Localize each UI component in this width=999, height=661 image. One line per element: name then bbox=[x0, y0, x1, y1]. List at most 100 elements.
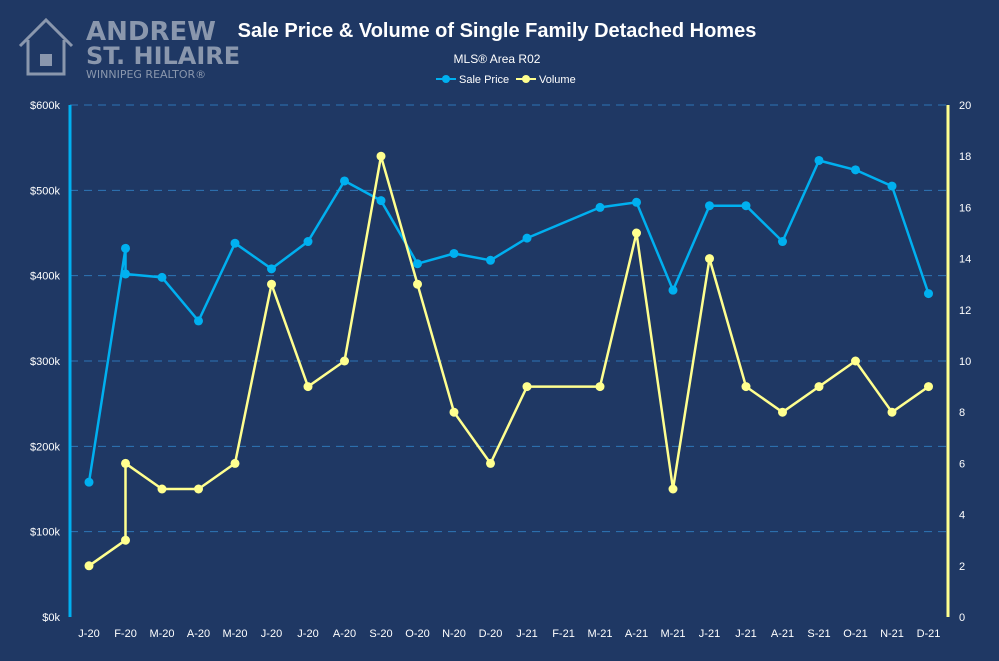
chart-subtitle: MLS® Area R02 bbox=[454, 52, 541, 66]
legend-item-volume: Volume bbox=[516, 74, 576, 86]
x-tick-label: D-21 bbox=[917, 628, 941, 640]
x-tick-label: O-20 bbox=[405, 628, 429, 640]
series-volume bbox=[84, 151, 933, 571]
data-point bbox=[924, 382, 933, 392]
data-point bbox=[194, 484, 203, 494]
x-tick-label: A-20 bbox=[187, 628, 210, 640]
data-point bbox=[121, 269, 130, 279]
x-tick-label: S-20 bbox=[369, 628, 392, 640]
series bbox=[84, 151, 933, 571]
x-tick-label: M-21 bbox=[660, 628, 685, 640]
data-point bbox=[486, 458, 495, 468]
y-right-tick-label: 12 bbox=[959, 305, 971, 317]
x-tick-label: J-20 bbox=[297, 628, 318, 640]
data-point bbox=[267, 279, 276, 289]
data-point bbox=[814, 382, 824, 392]
data-point bbox=[376, 196, 386, 206]
data-point bbox=[741, 382, 751, 392]
data-point bbox=[449, 407, 459, 417]
data-point bbox=[778, 237, 787, 247]
x-tick-label: J-21 bbox=[699, 628, 720, 640]
data-point bbox=[121, 243, 130, 253]
data-point bbox=[595, 202, 605, 212]
series-line bbox=[87, 159, 930, 483]
x-tick-label: F-20 bbox=[114, 628, 137, 640]
y-left-tick-label: $200k bbox=[30, 441, 60, 453]
data-point bbox=[340, 176, 349, 186]
legend: Sale Price Volume bbox=[436, 74, 576, 86]
y-right-tick-label: 14 bbox=[959, 254, 971, 266]
data-point bbox=[705, 201, 714, 211]
y-left-tick-label: $0k bbox=[42, 612, 60, 624]
data-point bbox=[814, 155, 824, 165]
data-point bbox=[741, 201, 751, 211]
data-point bbox=[413, 259, 422, 269]
data-point bbox=[887, 407, 897, 417]
x-tick-label: J-20 bbox=[78, 628, 99, 640]
x-tick-label: M-20 bbox=[149, 628, 174, 640]
legend-swatch-sale-price-marker bbox=[442, 75, 450, 83]
logo: ANDREW ST. HILAIRE WINNIPEG REALTOR® bbox=[18, 17, 240, 81]
data-point bbox=[413, 279, 422, 289]
house-icon bbox=[18, 17, 74, 76]
y-right-tick-label: 10 bbox=[959, 356, 971, 368]
data-point bbox=[303, 237, 313, 247]
data-point bbox=[267, 264, 276, 274]
data-point bbox=[851, 165, 860, 175]
data-point bbox=[486, 255, 495, 265]
series-sale-price bbox=[84, 155, 933, 487]
x-tick-label: M-21 bbox=[587, 628, 612, 640]
y-right-tick-label: 4 bbox=[959, 510, 965, 522]
legend-label-sale-price: Sale Price bbox=[459, 74, 509, 86]
series-line bbox=[88, 154, 930, 567]
x-tick-label: A-21 bbox=[771, 628, 794, 640]
data-point bbox=[194, 316, 203, 326]
x-tick-label: N-21 bbox=[880, 628, 904, 640]
x-tick-label: F-21 bbox=[552, 628, 575, 640]
data-point bbox=[121, 535, 130, 545]
data-point bbox=[376, 151, 386, 161]
data-point bbox=[230, 238, 240, 248]
data-point bbox=[157, 272, 167, 282]
logo-line-1: ANDREW bbox=[86, 17, 216, 47]
data-point bbox=[84, 477, 94, 487]
data-point bbox=[230, 458, 240, 468]
data-point bbox=[522, 233, 532, 243]
data-point bbox=[668, 285, 678, 295]
data-point bbox=[449, 248, 459, 258]
data-point bbox=[84, 561, 94, 571]
gridlines bbox=[70, 104, 948, 533]
x-tick-label: D-20 bbox=[479, 628, 503, 640]
data-point bbox=[632, 197, 641, 207]
data-point bbox=[121, 458, 130, 468]
data-point bbox=[705, 254, 714, 264]
y-right-tick-label: 20 bbox=[959, 100, 971, 112]
logo-line-2: ST. HILAIRE bbox=[86, 42, 240, 70]
x-tick-label: M-20 bbox=[222, 628, 247, 640]
x-tick-label: J-21 bbox=[735, 628, 756, 640]
y-left-tick-label: $100k bbox=[30, 527, 60, 539]
data-point bbox=[595, 382, 605, 392]
x-tick-label: J-20 bbox=[261, 628, 282, 640]
legend-item-sale-price: Sale Price bbox=[436, 74, 509, 86]
logo-line-3: WINNIPEG REALTOR® bbox=[86, 68, 206, 81]
data-point bbox=[924, 289, 933, 299]
data-point bbox=[157, 484, 167, 494]
y-left-tick-label: $500k bbox=[30, 185, 60, 197]
y-right-tick-label: 18 bbox=[959, 151, 971, 163]
legend-label-volume: Volume bbox=[539, 74, 576, 86]
data-point bbox=[303, 382, 313, 392]
data-point bbox=[778, 407, 787, 417]
data-point bbox=[632, 228, 641, 238]
x-tick-label: J-21 bbox=[516, 628, 537, 640]
chart-title: Sale Price & Volume of Single Family Det… bbox=[238, 20, 757, 42]
x-tick-label: N-20 bbox=[442, 628, 466, 640]
y-right-tick-label: 0 bbox=[959, 612, 965, 624]
y-right-tick-label: 8 bbox=[959, 407, 965, 419]
x-tick-label: O-21 bbox=[843, 628, 867, 640]
legend-swatch-volume-marker bbox=[522, 75, 530, 83]
x-tick-label: A-20 bbox=[333, 628, 356, 640]
y-right-tick-label: 16 bbox=[959, 202, 971, 214]
y-left-tick-label: $400k bbox=[30, 271, 60, 283]
